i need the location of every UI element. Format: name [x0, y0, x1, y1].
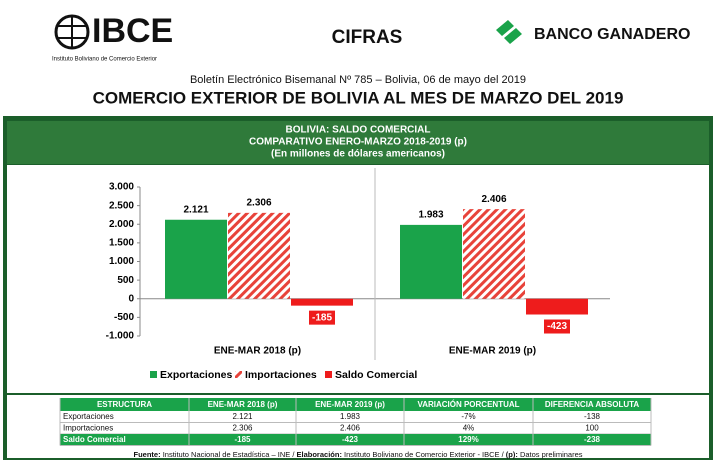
legend-label: Importaciones — [245, 369, 317, 381]
source-text: Datos preliminares — [520, 450, 583, 459]
table-header: ENE-MAR 2019 (p) — [315, 400, 385, 409]
y-tick-label: -1.000 — [106, 331, 135, 342]
bar — [463, 209, 525, 299]
y-tick-label: 1.500 — [109, 238, 134, 249]
table-header: ENE-MAR 2018 (p) — [208, 400, 278, 409]
bar — [526, 298, 588, 315]
table-cell: 2.406 — [340, 423, 361, 432]
y-tick-label: 2.500 — [109, 200, 134, 211]
y-tick-label: 500 — [117, 275, 134, 286]
source-text: Instituto Boliviano de Comercio Exterior… — [344, 450, 505, 459]
y-tick-label: 2.000 — [109, 219, 134, 230]
legend-swatch — [325, 371, 332, 378]
y-tick-label: 3.000 — [109, 182, 134, 193]
value-label: 2.406 — [481, 194, 506, 205]
value-label-box — [544, 319, 570, 334]
bulletin: Boletín Electrónico Bisemanal Nº 785 – B… — [190, 74, 526, 86]
logo-sub: Instituto Boliviano de Comercio Exterior — [52, 57, 157, 63]
value-label: 1.983 — [418, 210, 443, 221]
table-cell: -238 — [584, 435, 601, 444]
logo-lines — [58, 16, 86, 48]
legend-swatch — [235, 371, 242, 378]
chart-title: BOLIVIA: SALDO COMERCIAL — [286, 125, 431, 136]
legend-swatch — [150, 371, 157, 378]
table-total-bg — [60, 434, 651, 446]
table-header: ESTRUCTURA — [97, 400, 152, 409]
table-header: VARIACIÓN PORCENTUAL — [417, 400, 519, 409]
table-cell: Saldo Comercial — [63, 435, 126, 444]
value-label: 2.306 — [246, 197, 271, 208]
table-cell: 2.121 — [232, 412, 253, 421]
table-cell: -138 — [584, 412, 601, 421]
legend-label: Exportaciones — [160, 369, 233, 381]
chart-units: (En millones de dólares americanos) — [271, 149, 445, 160]
bar — [400, 224, 462, 299]
chart: -1.000 -500 0 500 1.000 1.500 2.000 2.500 3.000 E… — [106, 168, 610, 381]
page-title: COMERCIO EXTERIOR DE BOLIVIA AL MES DE M… — [93, 88, 624, 107]
value-label-box — [309, 310, 335, 325]
bar — [228, 212, 290, 299]
section: CIFRAS — [332, 27, 403, 48]
sponsor: BANCO GANADERO — [534, 26, 690, 43]
x-tick-label: ENE-MAR 2019 (p) — [449, 346, 536, 357]
chart-subtitle: COMPARATIVO ENERO-MARZO 2018-2019 (p) — [249, 137, 467, 148]
table-cell: -185 — [234, 435, 251, 444]
table-header-bg — [60, 398, 651, 411]
source-label: Fuente: — [134, 450, 161, 459]
table-cell: 1.983 — [340, 412, 361, 421]
table-cell: -7% — [461, 412, 475, 421]
y-tick-label: 1.000 — [109, 256, 134, 267]
value-label: -185 — [312, 312, 332, 323]
value-label: -423 — [547, 321, 567, 332]
source: Fuente: Instituto Nacional de Estadístic… — [134, 450, 583, 459]
table-cell: Importaciones — [63, 423, 113, 432]
table-cell: -423 — [342, 435, 359, 444]
source-text: Instituto Nacional de Estadística – INE … — [163, 450, 296, 459]
y-tick-label: 0 — [128, 293, 134, 304]
bar — [165, 219, 227, 299]
source-label: (p): — [506, 450, 518, 459]
sponsor-icon — [496, 20, 522, 44]
chart-header — [7, 121, 709, 164]
table-cell: 2.306 — [232, 423, 253, 432]
x-tick-label: ENE-MAR 2018 (p) — [214, 346, 301, 357]
table-cell: 100 — [585, 423, 599, 432]
table-cell: Exportaciones — [63, 412, 114, 421]
value-label: 2.121 — [183, 204, 208, 215]
table-cell: 129% — [458, 435, 478, 444]
bar — [291, 298, 353, 306]
logo-text: IBCE — [92, 12, 173, 50]
table-header: DIFERENCIA ABSOLUTA — [545, 400, 640, 409]
table: ESTRUCTURA ENE-MAR 2018 (p) ENE-MAR 2019 (… — [59, 398, 652, 446]
y-tick-label: -500 — [114, 312, 134, 323]
table-cell: 4% — [463, 423, 475, 432]
chart-area — [7, 165, 709, 393]
legend-label: Saldo Comercial — [335, 369, 417, 381]
logo: IBCE Instituto Boliviano de Comercio Ext… — [52, 12, 173, 63]
source-label: Elaboración: — [297, 450, 342, 459]
